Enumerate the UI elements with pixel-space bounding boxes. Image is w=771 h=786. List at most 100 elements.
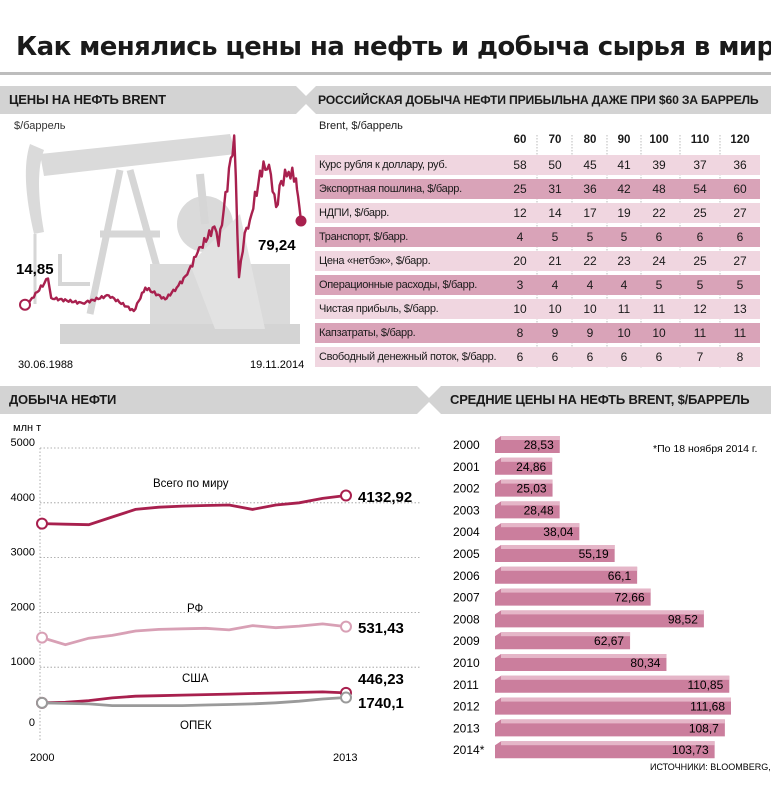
table-cell: 12	[693, 302, 707, 316]
avg-bar-value: 55,19	[579, 547, 609, 561]
production-header-text: ДОБЫЧА НЕФТИ	[9, 392, 117, 407]
avg-bar	[495, 654, 667, 671]
avg-bar-value: 28,48	[524, 503, 554, 517]
table-cell: 23	[617, 254, 631, 268]
table-cell: 36	[583, 182, 597, 196]
world-line-end	[340, 489, 352, 502]
table-cell: 9	[586, 326, 594, 340]
avg-year-label: 2010	[453, 656, 480, 670]
table-cell: 31	[548, 182, 562, 196]
end-value-rf: 531,43	[358, 620, 404, 637]
avg-bar-top	[501, 654, 667, 658]
table-row: Курс рубля к доллару, руб. 58 50 45 41 39 37 36	[315, 155, 760, 175]
usa-line	[41, 690, 347, 705]
brent-start-date: 30.06.1988	[18, 359, 73, 371]
avg-note: *По 18 ноября 2014 г.	[653, 443, 757, 455]
avg-bar-value: 98,52	[668, 612, 698, 626]
production-unit: млн т	[13, 422, 41, 434]
label-rf: РФ	[187, 603, 204, 615]
table-col-70: 70	[548, 134, 562, 146]
table-cell: 22	[652, 206, 666, 220]
table-cell: 25	[693, 254, 707, 268]
table-cell: 10	[548, 302, 562, 316]
table-cell: 50	[548, 158, 562, 172]
table-row: Экспортная пошлина, $/барр. 25 31 36 42 48 54 6…	[315, 179, 760, 199]
avg-bar-top	[501, 632, 631, 637]
avg-year-label: 2013	[453, 721, 480, 735]
avg-bar-value: 108,7	[689, 721, 719, 735]
table-cell: 4	[620, 278, 628, 292]
rf-line-end	[340, 620, 352, 633]
avg-header-text: СРЕДНИЕ ЦЕНЫ НА НЕФТЬ BRENT, $/БАРРЕЛЬ	[450, 392, 750, 407]
table-row-label: Транспорт, $/барр.	[319, 231, 409, 243]
production-y-tick: 5000	[11, 437, 35, 449]
avg-header-arrow	[427, 386, 441, 414]
brent-chart: $/баррель 14,85 79,24 30.06.1988 19.11.2…	[14, 120, 307, 371]
table-cell: 11	[733, 326, 747, 340]
avg-bar-value: 25,03	[517, 482, 547, 496]
brent-end-marker	[295, 215, 307, 227]
avg-year-label: 2008	[453, 612, 480, 626]
label-world: Всего по миру	[153, 478, 229, 490]
title-rule	[0, 72, 771, 75]
production-y-tick: 3000	[11, 547, 35, 559]
page-title: Как менялись цены на нефть и добыча сырь…	[16, 32, 771, 62]
avg-bar-value: 66,1	[608, 569, 632, 583]
table-cell: 36	[733, 158, 747, 172]
table-cell: 4	[551, 278, 559, 292]
table-cell: 5	[736, 278, 744, 292]
table-cell: 10	[652, 326, 666, 340]
avg-bar	[495, 457, 553, 475]
avg-bar	[495, 632, 631, 650]
brent-start-marker	[19, 298, 31, 311]
end-value-world: 4132,92	[358, 489, 412, 506]
table-row: Транспорт, $/барр. 4 5 5 5 6 6 6	[315, 227, 760, 247]
avg-bar-top	[501, 588, 651, 593]
world-line	[41, 494, 347, 527]
avg-bar-value: 38,04	[543, 525, 573, 539]
avg-bar	[495, 588, 651, 606]
avg-bar-top	[501, 719, 725, 724]
avg-bar-top	[501, 675, 730, 680]
production-chart: млн т 5000 4000 3000 2000 1000 0 Всего по мир…	[11, 422, 420, 764]
avg-bar	[495, 436, 560, 453]
table-col-120: 120	[730, 134, 750, 146]
table-cell: 45	[583, 158, 597, 172]
table-row-label: Свободный денежный поток, $/барр.	[319, 351, 497, 363]
brent-end-date: 19.11.2014	[250, 359, 304, 371]
avg-bar-value: 24,86	[516, 460, 546, 474]
table-row-label: Курс рубля к доллару, руб.	[319, 159, 448, 171]
brent-line	[24, 134, 303, 313]
brent-header-text: ЦЕНЫ НА НЕФТЬ BRENT	[9, 92, 166, 107]
table-cell: 12	[513, 206, 527, 220]
end-value-opec: 1740,1	[358, 695, 404, 712]
end-value-usa: 446,23	[358, 671, 404, 688]
table-cell: 27	[733, 206, 747, 220]
avg-bar	[495, 523, 580, 541]
table-header: РОССИЙСКАЯ ДОБЫЧА НЕФТИ ПРИБЫЛЬНА ДАЖЕ П…	[302, 86, 771, 114]
avg-bar-top	[501, 523, 580, 528]
table-cell: 48	[652, 182, 666, 196]
table-cell: 5	[586, 230, 594, 244]
opec-line	[41, 696, 347, 707]
table-cell: 5	[655, 278, 663, 292]
avg-year-label: 2007	[453, 591, 480, 605]
table-cell: 11	[617, 302, 631, 316]
table-col-100: 100	[649, 134, 669, 146]
table-cell: 5	[696, 278, 704, 292]
avg-bar-value: 80,34	[630, 656, 660, 670]
table-row: Свободный денежный поток, $/барр. 6 6 6 6 6 7 8	[315, 347, 760, 367]
avg-bar-top	[501, 741, 715, 746]
avg-bar-value: 62,67	[594, 634, 624, 648]
table-cell: 7	[696, 350, 704, 364]
avg-year-label: 2002	[453, 482, 480, 496]
production-x-end: 2013	[333, 752, 357, 764]
table-cell: 4	[516, 230, 524, 244]
avg-bar	[495, 566, 638, 584]
table-cell: 25	[693, 206, 707, 220]
table-cell: 9	[551, 326, 559, 340]
brent-end-value: 79,24	[258, 237, 296, 254]
table-cell: 54	[693, 182, 707, 196]
production-y-tick: 1000	[11, 656, 35, 668]
table-cell: 13	[733, 302, 747, 316]
